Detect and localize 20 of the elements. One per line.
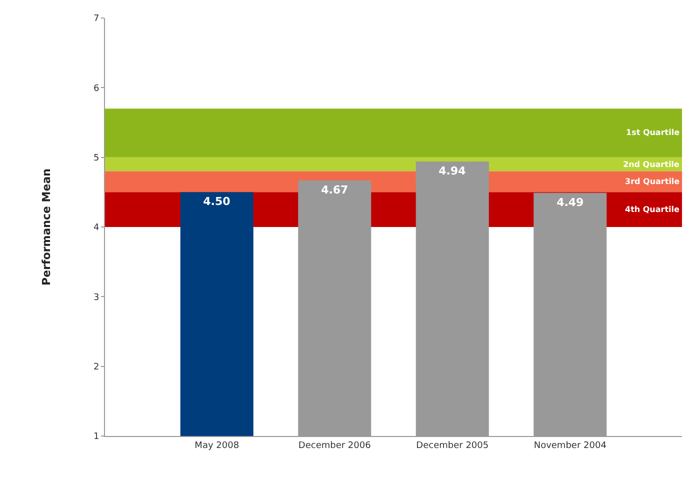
y-tick-label: 6 [93, 84, 100, 94]
band-label: 1st Quartile [626, 128, 680, 137]
x-tick-label: December 2005 [416, 440, 489, 451]
data-label: 4.50 [203, 195, 231, 208]
x-tick-label: December 2006 [298, 440, 372, 451]
y-tick-label: 1 [93, 432, 100, 442]
y-axis-title: Performance Mean [40, 168, 54, 286]
data-label: 4.67 [321, 183, 348, 196]
y-tick-label: 3 [93, 292, 100, 303]
y-tick-label: 5 [93, 153, 100, 164]
y-tick-label: 4 [93, 223, 100, 234]
band-label: 4th Quartile [625, 205, 680, 214]
data-label: 4.94 [438, 164, 466, 178]
y-tick-label: 7 [93, 14, 100, 24]
x-tick-label: November 2004 [534, 440, 607, 451]
band-label: 2nd Quartile [623, 160, 680, 169]
data-label: 4.49 [556, 196, 584, 209]
y-tick-label: 2 [93, 362, 100, 372]
x-tick-label: May 2008 [194, 440, 240, 451]
band-label: 3rd Quartile [625, 177, 680, 186]
